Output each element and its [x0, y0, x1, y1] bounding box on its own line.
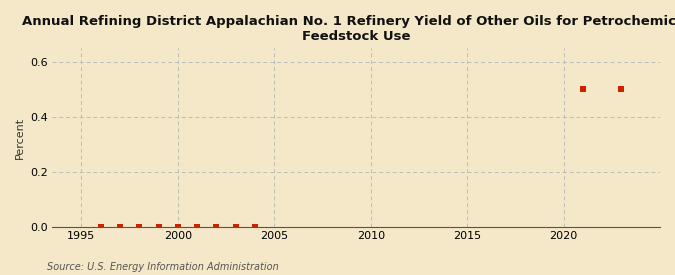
Text: Source: U.S. Energy Information Administration: Source: U.S. Energy Information Administ…	[47, 262, 279, 272]
Title: Annual Refining District Appalachian No. 1 Refinery Yield of Other Oils for Petr: Annual Refining District Appalachian No.…	[22, 15, 675, 43]
Y-axis label: Percent: Percent	[15, 116, 25, 158]
